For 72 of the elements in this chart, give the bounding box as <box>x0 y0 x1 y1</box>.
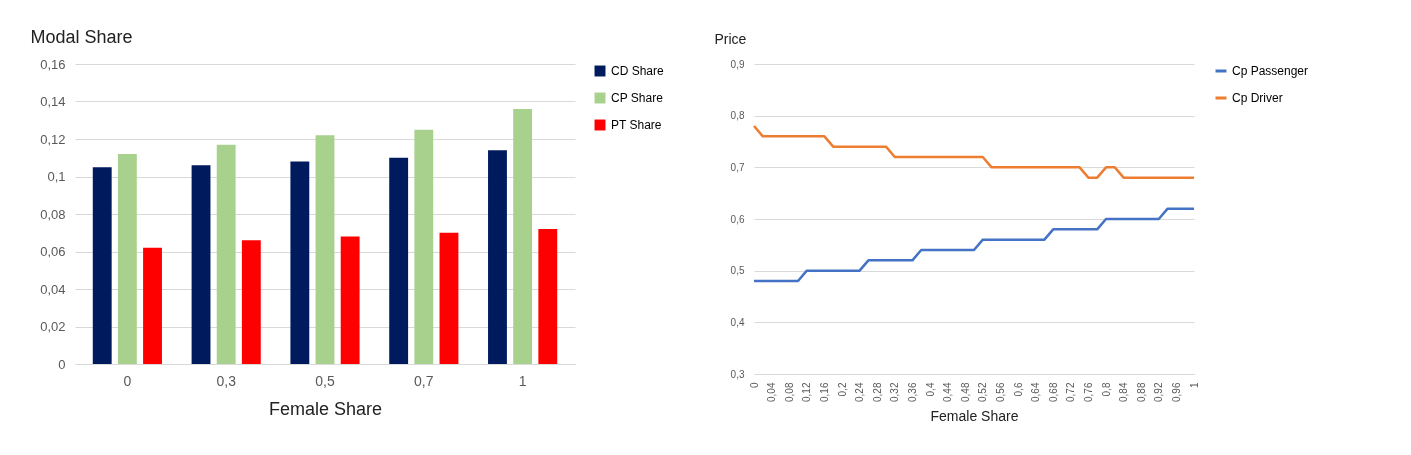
x-tick-label: 0,3 <box>216 372 237 389</box>
x-tick-label: 0,36 <box>906 382 918 402</box>
y-tick-label: 0,5 <box>730 265 745 277</box>
y-tick-label: 0,04 <box>40 281 66 297</box>
x-tick-label: 0,7 <box>414 372 434 389</box>
x-tick-label: 0,84 <box>1118 382 1130 402</box>
x-tick-label: 0,92 <box>1153 382 1165 402</box>
y-tick-label: 0,06 <box>40 244 66 259</box>
x-tick-label: 0,24 <box>854 382 866 402</box>
x-tick-label: 0,68 <box>1047 382 1059 402</box>
bar <box>439 232 459 364</box>
x-tick-label: 1 <box>518 372 527 389</box>
bar <box>290 161 310 364</box>
x-tick-label: 0,48 <box>959 382 971 402</box>
y-tick-label: 0,4 <box>730 316 745 328</box>
x-axis-title: Female Share <box>930 407 1019 424</box>
bar <box>389 157 409 364</box>
x-tick-label: 0,96 <box>1170 382 1182 402</box>
x-tick-label: 0,44 <box>942 382 954 402</box>
x-tick-label: 0 <box>748 382 760 389</box>
x-tick-label: 1 <box>1188 382 1200 389</box>
legend-label: CD Share <box>611 64 665 78</box>
y-tick-label: 0,1 <box>47 169 66 184</box>
x-tick-label: 0,64 <box>1030 382 1042 402</box>
y-tick-label: 0,12 <box>40 131 66 147</box>
bar <box>315 135 335 364</box>
y-tick-label: 0,16 <box>40 56 66 72</box>
legend-label: PT Share <box>611 118 662 132</box>
legend-label: CP Share <box>611 91 664 105</box>
y-axis-title: Price <box>714 30 747 47</box>
x-tick-label: 0,16 <box>818 382 830 402</box>
bar <box>143 247 162 364</box>
bar <box>340 236 360 364</box>
x-tick-label: 0,12 <box>801 382 813 402</box>
y-tick-label: 0 <box>58 356 66 372</box>
x-tick-label: 0,72 <box>1065 382 1077 402</box>
x-tick-label: 0,08 <box>783 382 795 402</box>
bar <box>92 167 112 364</box>
y-tick-label: 0,7 <box>730 161 745 173</box>
y-tick-label: 0,14 <box>40 94 66 109</box>
x-tick-label: 0,52 <box>977 382 989 402</box>
x-tick-label: 0,2 <box>836 382 848 397</box>
x-tick-label: 0,6 <box>1012 382 1024 397</box>
bar <box>241 240 261 364</box>
legend-label: Cp Driver <box>1232 91 1283 105</box>
line-series <box>752 207 1196 283</box>
legend-label: Cp Passenger <box>1232 64 1309 78</box>
x-tick-label: 0,88 <box>1135 382 1147 402</box>
x-tick-label: 0,56 <box>994 382 1006 402</box>
x-axis-title: Female Share <box>268 398 383 419</box>
y-tick-label: 0,9 <box>730 58 745 70</box>
x-tick-label: 0,32 <box>889 382 901 402</box>
y-tick-label: 0,02 <box>40 319 66 334</box>
bar <box>216 144 236 364</box>
y-tick-label: 0,6 <box>730 213 745 225</box>
bar <box>538 229 558 364</box>
x-tick-label: 0 <box>123 372 132 389</box>
y-tick-label: 0,8 <box>730 110 745 122</box>
x-tick-label: 0,4 <box>924 382 936 397</box>
x-tick-label: 0,5 <box>315 372 335 389</box>
bar <box>191 165 211 364</box>
y-axis-title: Modal Share <box>30 26 133 47</box>
bar <box>117 154 137 364</box>
bar <box>414 129 434 364</box>
y-tick-label: 0,08 <box>40 206 66 222</box>
bar <box>488 150 507 364</box>
x-tick-label: 0,04 <box>766 382 778 402</box>
x-tick-label: 0,8 <box>1100 382 1112 397</box>
x-tick-label: 0,28 <box>871 382 883 402</box>
x-tick-label: 0,76 <box>1082 382 1094 402</box>
line-series <box>752 124 1196 179</box>
bar <box>513 109 533 364</box>
